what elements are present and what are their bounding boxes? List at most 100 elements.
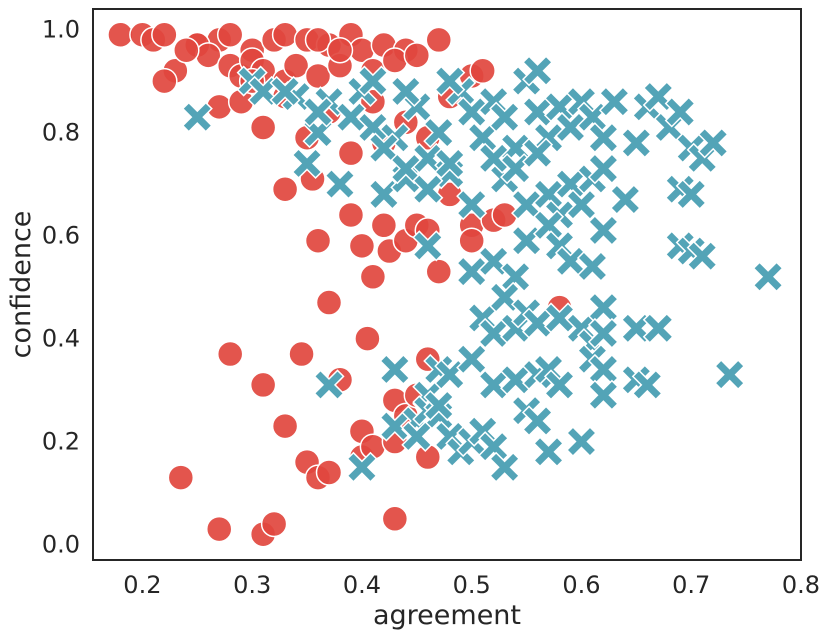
series-2-point-4 <box>291 147 323 180</box>
series-2-point-69 <box>500 261 532 293</box>
y-tick-label-5: 1.0 <box>42 16 80 44</box>
series-2-point-40 <box>697 127 729 159</box>
series-2-point-23 <box>500 132 532 164</box>
series-1-point-31 <box>151 67 178 95</box>
series-2-point-79 <box>752 261 784 293</box>
series-2-point-53 <box>511 189 543 221</box>
y-tick-label-1: 0.2 <box>42 428 80 456</box>
series-2-point-45 <box>302 96 334 128</box>
series-2-point-85 <box>521 307 554 339</box>
series-2-point-66 <box>412 230 444 262</box>
series-2-point-123 <box>565 425 598 458</box>
x-axis-ticks: 0.2 0.3 0.4 0.5 0.6 0.7 0.8 <box>123 571 820 599</box>
series-2-point-47 <box>368 132 400 164</box>
series-2-point-108 <box>714 359 746 391</box>
series-2-point-59 <box>587 153 619 185</box>
series-2-point-82 <box>489 281 521 313</box>
series-2-point-28 <box>554 111 587 144</box>
series-2-point-109 <box>346 451 378 483</box>
series-2-point-71 <box>532 209 565 241</box>
series-2-point-63 <box>478 142 510 174</box>
series-2-point-99 <box>478 369 510 401</box>
series-1-point-79 <box>354 325 381 352</box>
y-axis-ticks: 0.0 0.2 0.4 0.6 0.8 1.0 <box>42 16 80 559</box>
y-tick-label-4: 0.8 <box>42 119 80 147</box>
x-tick-label-6: 0.8 <box>782 571 820 599</box>
series-2-point-92 <box>642 312 674 344</box>
series-2-point-0 <box>181 101 213 133</box>
y-tick-label-2: 0.4 <box>42 325 80 353</box>
series-2-point-48 <box>390 153 422 185</box>
series-1-point-65 <box>458 227 485 254</box>
series-2-point-105 <box>587 353 619 386</box>
series-2-point-68 <box>478 245 510 277</box>
series-2-point-16 <box>423 117 455 149</box>
series-2-point-7 <box>324 168 356 200</box>
series-2-point-67 <box>456 256 488 288</box>
series-2-point-41 <box>521 55 554 87</box>
series-2-point-22 <box>489 101 521 133</box>
series-2-point-62 <box>675 178 707 210</box>
series-1-point-9 <box>271 21 299 48</box>
series-1-point-72 <box>288 340 315 368</box>
series-1-point-19 <box>195 42 222 69</box>
series-1-point-6 <box>216 21 244 48</box>
series-1-point-16 <box>425 26 453 54</box>
series-2-point-110 <box>379 410 411 442</box>
series-1-point-26 <box>304 62 332 90</box>
series-1-point-75 <box>315 459 343 486</box>
series-1-point-90 <box>260 510 288 538</box>
series-2-point-15 <box>412 142 444 174</box>
series-2-point-46 <box>269 75 301 107</box>
series-2-point-30 <box>576 101 609 133</box>
series-2-point-27 <box>543 91 576 123</box>
series-1-point-52 <box>304 227 332 254</box>
series-1-point-29 <box>381 47 409 74</box>
series-2-point-93 <box>313 369 345 401</box>
series-2-point-86 <box>543 302 576 334</box>
series-2-point-64 <box>500 153 532 185</box>
series-1-point-3 <box>151 21 178 48</box>
series-1-point-30 <box>403 42 431 69</box>
series-1-point-62 <box>425 258 453 285</box>
series-2-point-51 <box>456 189 488 221</box>
series-2-point-91 <box>620 312 652 344</box>
series-1-point-33 <box>304 26 332 54</box>
series-2-point-103 <box>543 369 576 401</box>
series-2-point-43 <box>390 75 422 107</box>
series-2-point-90 <box>587 317 619 349</box>
x-tick-label-4: 0.6 <box>562 571 600 599</box>
y-tick-label-0: 0.0 <box>42 531 80 559</box>
series-2-point-37 <box>664 96 696 128</box>
series-2-point-33 <box>620 127 652 159</box>
y-axis-title: confidence <box>6 211 37 359</box>
x-tick-label-5: 0.7 <box>672 571 710 599</box>
series-1-point-34 <box>326 36 354 64</box>
series-1-point-69 <box>216 340 244 368</box>
series-2-point-35 <box>642 80 674 113</box>
series-2-point-2 <box>247 75 279 107</box>
series-1-point-71 <box>271 412 299 440</box>
series-2-point-122 <box>532 436 565 468</box>
series-1-point-56 <box>359 263 387 291</box>
series-2-point-42 <box>434 65 466 97</box>
series-1-point-54 <box>337 201 365 229</box>
series-2-point-54 <box>532 178 565 210</box>
series-2-point-70 <box>511 225 543 257</box>
series-2-point-49 <box>412 173 444 205</box>
series-2-point-8 <box>335 101 367 133</box>
series-2-point-31 <box>587 122 619 154</box>
series-2-point-32 <box>598 86 630 118</box>
series-2-point-89 <box>587 292 619 324</box>
series-2-point-25 <box>521 96 554 128</box>
series-2-point-100 <box>500 364 532 396</box>
series-2-point-75 <box>587 214 619 247</box>
series-2-point-65 <box>521 137 554 169</box>
series-2-point-11 <box>368 178 400 210</box>
series-2-point-98 <box>456 343 488 375</box>
series-1-point-32 <box>173 36 200 64</box>
series-2-point-73 <box>554 245 587 277</box>
series-2-point-97 <box>434 359 466 391</box>
